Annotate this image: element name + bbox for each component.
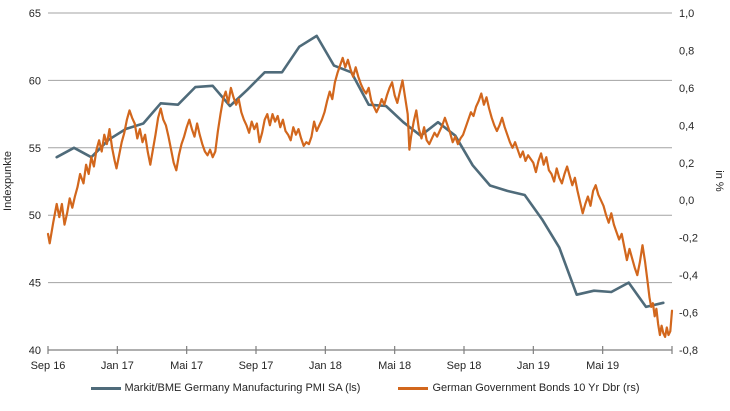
chart-svg: 65 60 55 50 45 40 1,0 0,8 0,6 0,4 0,2 0,0 -0,2 -0,4 -… (2, 8, 725, 372)
y-right-tick-label: -0,8 (679, 345, 698, 357)
y-left-tick-label: 60 (29, 75, 41, 87)
y-left-tick-label: 50 (29, 210, 41, 222)
y-right-tick-label: 0,2 (679, 158, 694, 170)
y-axis-left-tick-labels: 65 60 55 50 45 40 (29, 8, 41, 357)
x-tick-label: Mai 18 (378, 360, 411, 372)
y-right-tick-label: 0,4 (679, 120, 694, 132)
y-left-tick-label: 55 (29, 143, 41, 155)
gridlines (48, 12, 672, 284)
legend-item-pmi: Markit/BME Germany Manufacturing PMI SA … (90, 382, 361, 394)
y-right-tick-label: -0,2 (679, 233, 698, 245)
legend: Markit/BME Germany Manufacturing PMI SA … (0, 382, 730, 394)
x-axis (47, 346, 673, 354)
pmi-line (55, 34, 665, 309)
legend-item-bonds: German Government Bonds 10 Yr Dbr (rs) (398, 382, 640, 394)
y-right-tick-label: 0,6 (679, 83, 694, 95)
x-tick-label: Jan 19 (517, 360, 550, 372)
x-tick-label: Sep 18 (447, 360, 482, 372)
legend-label-bonds: German Government Bonds 10 Yr Dbr (rs) (432, 382, 640, 394)
x-tick-label: Sep 16 (31, 360, 66, 372)
legend-line-swatch-bonds (398, 386, 429, 390)
legend-line-swatch-pmi (90, 386, 121, 390)
y-axis-left-title: Indexpunkte (2, 151, 14, 211)
y-left-tick-label: 45 (29, 278, 41, 290)
x-tick-label: Jan 18 (309, 360, 342, 372)
x-tick-label: Mai 17 (170, 360, 203, 372)
x-axis-tick-labels: Sep 16 Jan 17 Mai 17 Sep 17 Jan 18 Mai 18 Sep … (31, 360, 620, 372)
y-right-tick-label: 0,8 (679, 45, 694, 57)
y-right-tick-label: 1,0 (679, 8, 694, 20)
series-lines (46, 34, 674, 338)
y-right-tick-label: -0,4 (679, 270, 698, 282)
x-tick-label: Sep 17 (239, 360, 274, 372)
x-tick-label: Jan 17 (101, 360, 134, 372)
legend-label-pmi: Markit/BME Germany Manufacturing PMI SA … (124, 382, 361, 394)
y-right-tick-label: -0,6 (679, 308, 698, 320)
y-axis-right-title: in % (713, 170, 725, 192)
y-left-tick-label: 40 (29, 345, 41, 357)
bond-yield-line (46, 56, 674, 338)
y-axis-right-tick-labels: 1,0 0,8 0,6 0,4 0,2 0,0 -0,2 -0,4 -0,6 -0,8 (679, 8, 698, 357)
x-tick-label: Mai 19 (586, 360, 619, 372)
y-left-tick-label: 65 (29, 8, 41, 20)
y-right-tick-label: 0,0 (679, 195, 694, 207)
